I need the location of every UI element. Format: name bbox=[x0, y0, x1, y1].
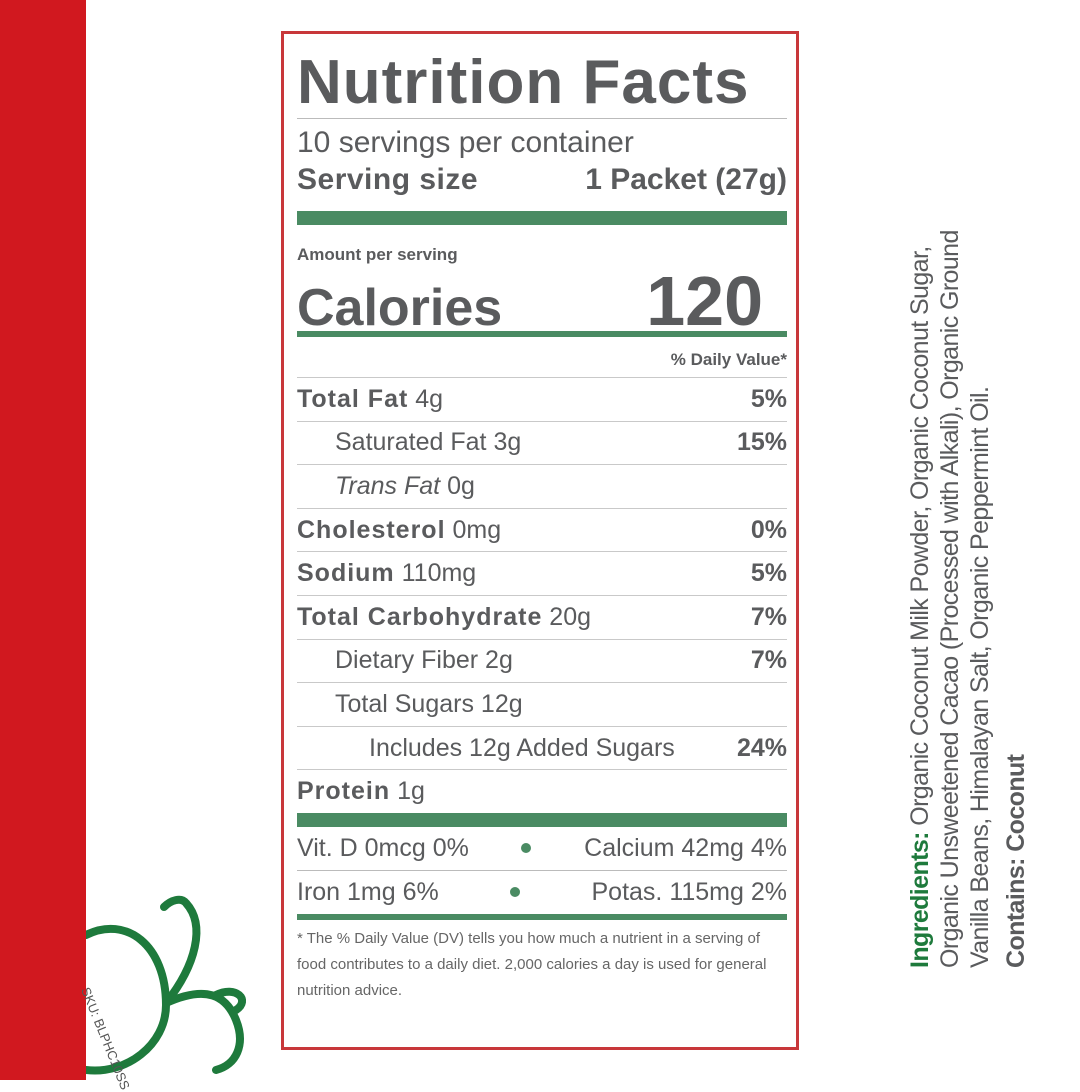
daily-value-header: % Daily Value* bbox=[670, 350, 787, 369]
nutrition-facts-label: Nutrition Facts 10 servings per containe… bbox=[281, 31, 799, 1050]
nutrient-name: Total Carbohydrate bbox=[297, 602, 543, 631]
thick-divider bbox=[297, 211, 787, 225]
bullet-icon bbox=[521, 843, 532, 854]
nutrient-row-trans-fat: Trans Fat 0g bbox=[297, 464, 787, 508]
calories-value: 120 bbox=[646, 262, 763, 340]
nutrient-row-total-fat: Total Fat 4g 5% bbox=[297, 377, 787, 421]
nutrient-amount: 4g bbox=[415, 384, 444, 413]
nutrient-row-added-sugars: Includes 12g Added Sugars 24% bbox=[297, 725, 787, 770]
vitamin-d: Vit. D 0mcg 0% bbox=[297, 833, 469, 862]
ingredients-line: Organic Coconut Milk Powder, Organic Coc… bbox=[906, 246, 934, 833]
nutrient-row-total-sugars: Total Sugars 12g bbox=[297, 682, 787, 726]
serving-size-label: Serving size bbox=[297, 163, 479, 196]
calories-row: Calories 120 bbox=[297, 261, 787, 340]
label-title: Nutrition Facts bbox=[297, 48, 750, 117]
ingredients-line: Organic Unsweetened Cacao (Processed wit… bbox=[936, 230, 964, 968]
nutrient-name: Total Sugars bbox=[335, 689, 474, 718]
nutrient-amount: 12g bbox=[480, 689, 523, 718]
nutrient-row-total-carbohydrate: Total Carbohydrate 20g 7% bbox=[297, 594, 787, 639]
divider bbox=[297, 869, 787, 871]
nutrient-dv: 7% bbox=[750, 646, 787, 675]
vitamin-row: Iron 1mg 6% Potas. 115mg 2% bbox=[297, 871, 787, 914]
nutrient-name: Protein bbox=[297, 777, 391, 806]
nutrient-row-cholesterol: Cholesterol 0mg 0% bbox=[297, 507, 787, 552]
iron: Iron 1mg 6% bbox=[297, 877, 439, 906]
servings-per-container: 10 servings per container bbox=[297, 126, 634, 159]
ingredients-label: Ingredients: bbox=[906, 832, 934, 968]
nutrient-amount: 20g bbox=[549, 602, 592, 631]
nutrient-amount: 3g bbox=[493, 428, 522, 457]
nutrient-dv: 5% bbox=[750, 559, 787, 588]
nutrient-name: Cholesterol bbox=[297, 515, 446, 544]
nutrient-amount: 1g bbox=[397, 777, 425, 806]
bullet-icon bbox=[510, 887, 521, 898]
brand-red-bar bbox=[0, 0, 86, 1080]
allergen-contains: Contains: Coconut bbox=[1002, 754, 1030, 968]
nutrient-row-sodium: Sodium 110mg 5% bbox=[297, 551, 787, 595]
nutrient-name: Total Fat bbox=[297, 384, 409, 413]
potassium: Potas. 115mg 2% bbox=[591, 877, 787, 906]
nutrient-name: Trans Fat bbox=[335, 471, 441, 500]
nutrient-name: Saturated Fat bbox=[335, 428, 487, 457]
nutrient-amount: 0g bbox=[447, 471, 475, 500]
nutrient-amount: 2g bbox=[485, 646, 513, 675]
serving-size: Serving size 1 Packet (27g) bbox=[297, 163, 787, 197]
nutrient-dv: 0% bbox=[750, 515, 787, 544]
nutrient-name: Dietary Fiber bbox=[335, 646, 479, 675]
nutrient-dv: 7% bbox=[750, 602, 787, 631]
ingredients-line: Vanilla Beans, Himalayan Salt, Organic P… bbox=[966, 386, 994, 968]
nutrient-row-saturated-fat: Saturated Fat 3g 15% bbox=[297, 420, 787, 465]
brand-logo-icon bbox=[86, 895, 246, 1075]
medium-divider bbox=[297, 331, 787, 337]
vitamin-row: Vit. D 0mcg 0% Calcium 42mg 4% bbox=[297, 827, 787, 870]
nutrient-amount: 0mg bbox=[452, 515, 502, 544]
nutrient-dv: 5% bbox=[750, 384, 787, 413]
nutrient-dv: 24% bbox=[736, 733, 787, 762]
ingredients-panel: Ingredients: Organic Coconut Milk Powder… bbox=[905, 68, 1031, 968]
nutrient-name: Includes 12g Added Sugars bbox=[369, 733, 675, 762]
nutrient-amount: 110mg bbox=[401, 559, 477, 588]
calories-label: Calories bbox=[297, 279, 503, 337]
footnote: * The % Daily Value (DV) tells you how m… bbox=[297, 929, 767, 999]
nutrient-name: Sodium bbox=[297, 559, 395, 588]
divider bbox=[297, 118, 787, 119]
nutrient-row-dietary-fiber: Dietary Fiber 2g 7% bbox=[297, 638, 787, 683]
medium-divider bbox=[297, 913, 787, 920]
calcium: Calcium 42mg 4% bbox=[584, 833, 787, 862]
amount-per-serving: Amount per serving bbox=[297, 245, 458, 264]
serving-size-value: 1 Packet (27g) bbox=[585, 163, 787, 196]
nutrient-row-protein: Protein 1g bbox=[297, 769, 787, 813]
thick-divider bbox=[297, 812, 787, 827]
nutrient-dv: 15% bbox=[736, 428, 787, 457]
